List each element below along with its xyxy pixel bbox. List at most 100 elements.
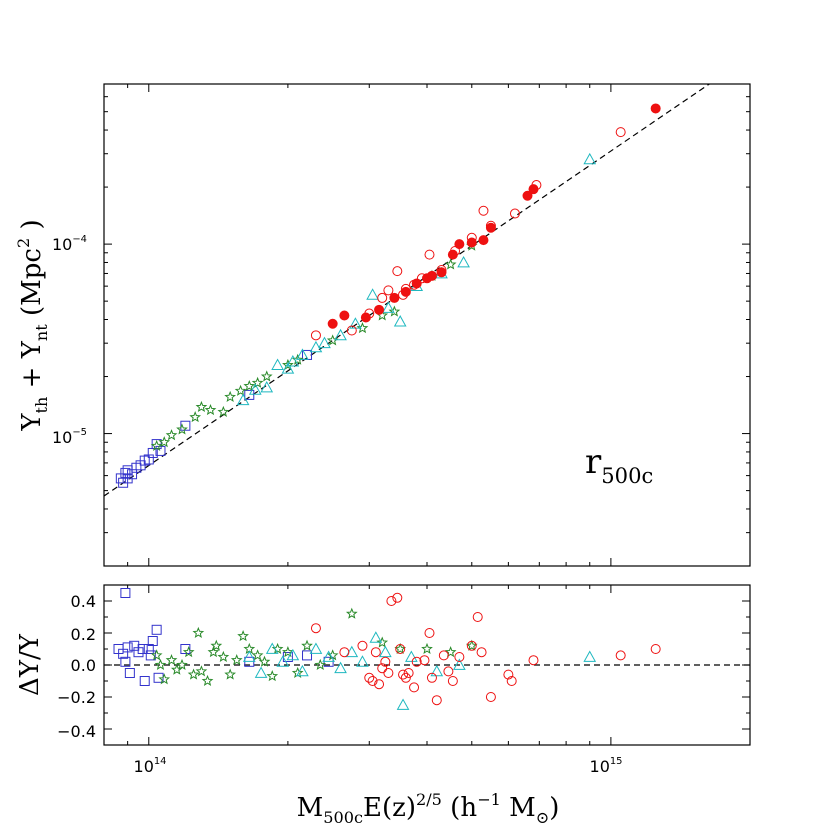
data-point: [248, 383, 262, 395]
data-point: [356, 655, 369, 667]
data-point: [180, 420, 191, 431]
top-y-axis-label: Yth + Ynt (Mpc2 ): [14, 219, 51, 431]
data-point: [310, 623, 321, 634]
data-point: [392, 592, 403, 603]
data-point: [122, 642, 133, 653]
data-point: [282, 358, 294, 371]
data-point: [210, 639, 223, 651]
data-point: [224, 668, 237, 680]
data-point: [339, 647, 350, 658]
data-point: [453, 658, 466, 670]
data-point: [286, 648, 300, 661]
data-point: [150, 439, 163, 451]
data-point: [260, 380, 274, 393]
data-point: [265, 642, 279, 654]
data-point: [187, 668, 200, 680]
data-point: [151, 624, 162, 635]
data-point: [376, 636, 389, 648]
data-point: [154, 658, 167, 670]
data-point: [443, 666, 454, 677]
data-point: [326, 334, 339, 346]
data-point: [528, 655, 539, 666]
data-point: [357, 640, 368, 651]
data-point: [334, 328, 347, 341]
data-point: [143, 644, 154, 654]
data-point: [258, 655, 271, 667]
x-tick-label-1e15: 1015: [590, 756, 623, 776]
data-point: [396, 698, 410, 710]
data-point: [430, 664, 444, 677]
data-point: [286, 355, 300, 367]
data-point: [383, 285, 394, 296]
data-point: [400, 672, 411, 683]
data-point: [386, 596, 397, 606]
data-point: [282, 646, 294, 658]
data-point: [296, 664, 309, 677]
data-point: [454, 652, 465, 662]
data-point: [444, 646, 457, 658]
data-point: [472, 612, 483, 622]
data-point: [438, 650, 449, 661]
data-point: [447, 249, 458, 260]
data-point: [388, 305, 401, 317]
data-point: [266, 670, 279, 682]
data-point: [176, 423, 188, 435]
x-axis-label: M500cE(z)2/5 (h−1 M⊙): [297, 790, 560, 827]
data-point: [242, 650, 256, 662]
data-point: [424, 628, 435, 638]
data-point: [345, 607, 358, 619]
data-point: [454, 239, 465, 250]
data-point: [204, 403, 217, 416]
data-point: [503, 669, 514, 680]
data-point: [301, 639, 313, 651]
bottom-points: [113, 588, 661, 710]
data-point: [251, 649, 264, 661]
data-point: [377, 292, 388, 303]
data-point: [309, 642, 323, 654]
data-point: [367, 676, 378, 686]
data-point: [382, 301, 395, 313]
top-points: [115, 103, 661, 488]
data-point: [426, 270, 437, 281]
data-point: [583, 650, 597, 662]
resid-tick-label-0.2: 0.2: [71, 625, 96, 644]
data-point: [120, 656, 131, 667]
data-point: [389, 292, 400, 303]
data-point: [271, 642, 284, 654]
data-point: [650, 103, 661, 114]
data-point: [189, 411, 202, 423]
top-panel-frame: [103, 83, 751, 567]
data-point: [158, 673, 171, 685]
data-point: [281, 362, 295, 374]
x-tick-label-1e14: 1014: [134, 756, 167, 776]
data-point: [244, 389, 255, 400]
data-point: [260, 370, 273, 382]
data-point: [243, 379, 256, 392]
data-point: [392, 266, 403, 277]
data-point: [411, 278, 422, 289]
data-point: [444, 258, 457, 270]
data-point: [318, 336, 331, 349]
data-point: [192, 626, 205, 638]
data-point: [431, 695, 442, 706]
data-point: [424, 249, 435, 260]
bottom-y-axis-label: ΔY/Y: [15, 633, 45, 696]
data-point: [276, 655, 290, 667]
data-point: [150, 649, 163, 661]
data-point: [485, 222, 496, 233]
data-point: [165, 429, 178, 441]
data-point: [394, 642, 407, 654]
data-point: [650, 644, 661, 654]
data-point: [478, 205, 489, 216]
data-point: [217, 650, 230, 662]
data-point: [207, 646, 220, 658]
data-point: [176, 658, 188, 670]
data-point: [398, 669, 409, 680]
data-point: [403, 668, 414, 678]
data-point: [364, 672, 375, 683]
data-point: [326, 649, 339, 661]
data-point: [356, 322, 369, 334]
data-point: [322, 650, 335, 662]
resid-tick-label-0.0: 0.0: [71, 656, 96, 675]
